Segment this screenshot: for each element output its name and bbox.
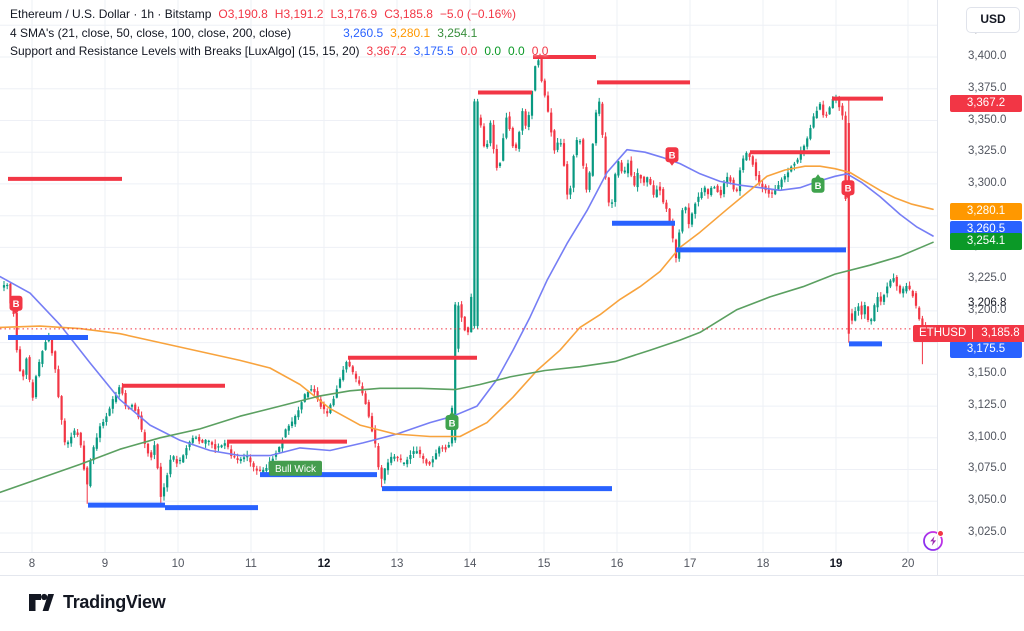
- ohlc-low: L3,176.9: [330, 7, 378, 21]
- time-axis-label: 10: [171, 558, 185, 570]
- ohlc-open: O3,190.8: [218, 7, 268, 21]
- last-price-tag: ETHUSD 3,185.8: [913, 324, 1024, 342]
- sr-zero-value: 0.0: [460, 44, 478, 58]
- price-axis-label: 3,206.8: [968, 297, 1007, 309]
- sma50-value: 3,280.1: [390, 25, 431, 40]
- sma100-value: 3,254.1: [437, 25, 478, 40]
- bearish-break-badge: B: [665, 147, 679, 166]
- price-axis-label: 3,025.0: [968, 526, 1007, 538]
- tradingview-logo-icon: [29, 593, 54, 611]
- time-axis-label: 17: [683, 558, 697, 570]
- candles-layer: [2, 55, 930, 507]
- time-axis-label: 12: [317, 558, 331, 570]
- sma-100-line: [0, 241, 934, 494]
- price-level-badge: 3,175.5: [950, 340, 1022, 358]
- price-level-badge: 3,280.1: [950, 202, 1022, 220]
- time-axis-label: 19: [829, 558, 843, 570]
- sr-resistance-value: 3,367.2: [366, 44, 407, 58]
- time-axis-label: 13: [390, 558, 404, 570]
- time-axis-label: 18: [756, 558, 770, 570]
- price-axis-label: 3,300.0: [968, 177, 1007, 189]
- price-axis-label: 3,225.0: [968, 272, 1007, 284]
- price-level-badge: 3,367.2: [950, 94, 1022, 112]
- price-axis-label: 3,150.0: [968, 367, 1007, 379]
- sma21-value: 3,260.5: [343, 25, 384, 40]
- svg-text:B: B: [845, 184, 852, 195]
- price-axis-label: 3,050.0: [968, 494, 1007, 506]
- tradingview-logo-text: TradingView: [63, 592, 166, 612]
- sma-indicator-title: 4 SMA's (21, close, 50, close, 100, clos…: [10, 25, 292, 40]
- ohlc-close: C3,185.8: [384, 7, 433, 21]
- price-tag-symbol: ETHUSD: [919, 327, 967, 339]
- price-axis-border: [937, 0, 938, 575]
- price-level-badge: 3,254.1: [950, 232, 1022, 250]
- legend-sr-row[interactable]: Support and Resistance Levels with Break…: [10, 42, 548, 61]
- time-axis-label: 9: [101, 558, 109, 570]
- time-axis-label: 16: [610, 558, 624, 570]
- svg-text:B: B: [13, 299, 20, 310]
- price-axis-label: 3,125.0: [968, 399, 1007, 411]
- tradingview-logo[interactable]: TradingView: [28, 592, 166, 613]
- bearish-break-badge: B: [841, 180, 855, 199]
- price-axis-label: 3,400.0: [968, 50, 1007, 62]
- sr-indicator-title: Support and Resistance Levels with Break…: [10, 44, 360, 58]
- price-axis-label: 3,375.0: [968, 82, 1007, 94]
- price-axis-label: 3,200.0: [968, 304, 1007, 316]
- sma-50-line: [0, 165, 934, 438]
- price-axis-label: 3,350.0: [968, 114, 1007, 126]
- grid-layer: [0, 0, 937, 552]
- price-axis-label: 3,075.0: [968, 462, 1007, 474]
- sr-zero-value: 0.0: [484, 44, 501, 58]
- price-axis-label: 3,325.0: [968, 145, 1007, 157]
- magic-wand-icon[interactable]: [921, 528, 947, 554]
- sr-zero-value: 0.0: [531, 44, 549, 58]
- time-axis-label: 14: [463, 558, 477, 570]
- bullish-break-badge: B: [445, 411, 459, 431]
- bearish-break-badge: B: [9, 295, 23, 315]
- price-tag-divider: [972, 327, 974, 339]
- time-axis-border-bottom: [0, 575, 1024, 576]
- svg-text:B: B: [449, 418, 456, 429]
- time-axis-label: 8: [28, 558, 36, 570]
- svg-text:Bull Wick: Bull Wick: [275, 464, 317, 475]
- price-axis-label: 3,100.0: [968, 431, 1007, 443]
- svg-text:B: B: [815, 181, 822, 192]
- sr-support-value: 3,175.5: [413, 44, 454, 58]
- price-change: −5.0 (−0.16%): [439, 7, 516, 21]
- symbol-title: Ethereum / U.S. Dollar · 1h · Bitstamp: [10, 7, 212, 21]
- sr-zero-value: 0.0: [508, 44, 525, 58]
- svg-text:B: B: [669, 151, 676, 162]
- sma-21-line: [0, 148, 934, 457]
- bull-wick-label: Bull Wick: [269, 460, 322, 476]
- currency-toggle-button[interactable]: USD: [966, 7, 1020, 33]
- time-axis-label: 20: [901, 558, 915, 570]
- price-tag-value: 3,185.8: [981, 327, 1020, 339]
- support-resistance-layer: [8, 55, 883, 511]
- time-axis-border-top: [0, 552, 1024, 553]
- legend-symbol-row[interactable]: Ethereum / U.S. Dollar · 1h · Bitstamp O…: [10, 5, 548, 24]
- time-axis-label: 15: [537, 558, 551, 570]
- ohlc-high: H3,191.2: [274, 7, 324, 21]
- legend-sma-row[interactable]: 4 SMA's (21, close, 50, close, 100, clos…: [10, 24, 548, 43]
- bullish-break-badge: B: [811, 174, 825, 193]
- legend: Ethereum / U.S. Dollar · 1h · Bitstamp O…: [10, 5, 548, 61]
- time-axis-label: 11: [245, 558, 257, 570]
